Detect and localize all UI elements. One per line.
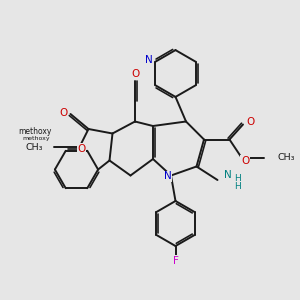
Text: H: H xyxy=(234,182,241,191)
Text: CH₃: CH₃ xyxy=(278,153,295,162)
Text: N: N xyxy=(164,171,171,181)
Text: O: O xyxy=(77,143,86,154)
Text: methoxy: methoxy xyxy=(18,127,51,136)
Text: methoxy: methoxy xyxy=(23,136,50,141)
Text: N: N xyxy=(145,55,152,65)
Text: N: N xyxy=(224,169,232,180)
Text: F: F xyxy=(172,256,178,266)
Text: O: O xyxy=(246,117,255,128)
Text: O: O xyxy=(59,107,67,118)
Text: CH₃: CH₃ xyxy=(26,142,44,152)
Text: O: O xyxy=(131,69,139,80)
Text: H: H xyxy=(234,174,241,183)
Text: O: O xyxy=(241,155,249,166)
